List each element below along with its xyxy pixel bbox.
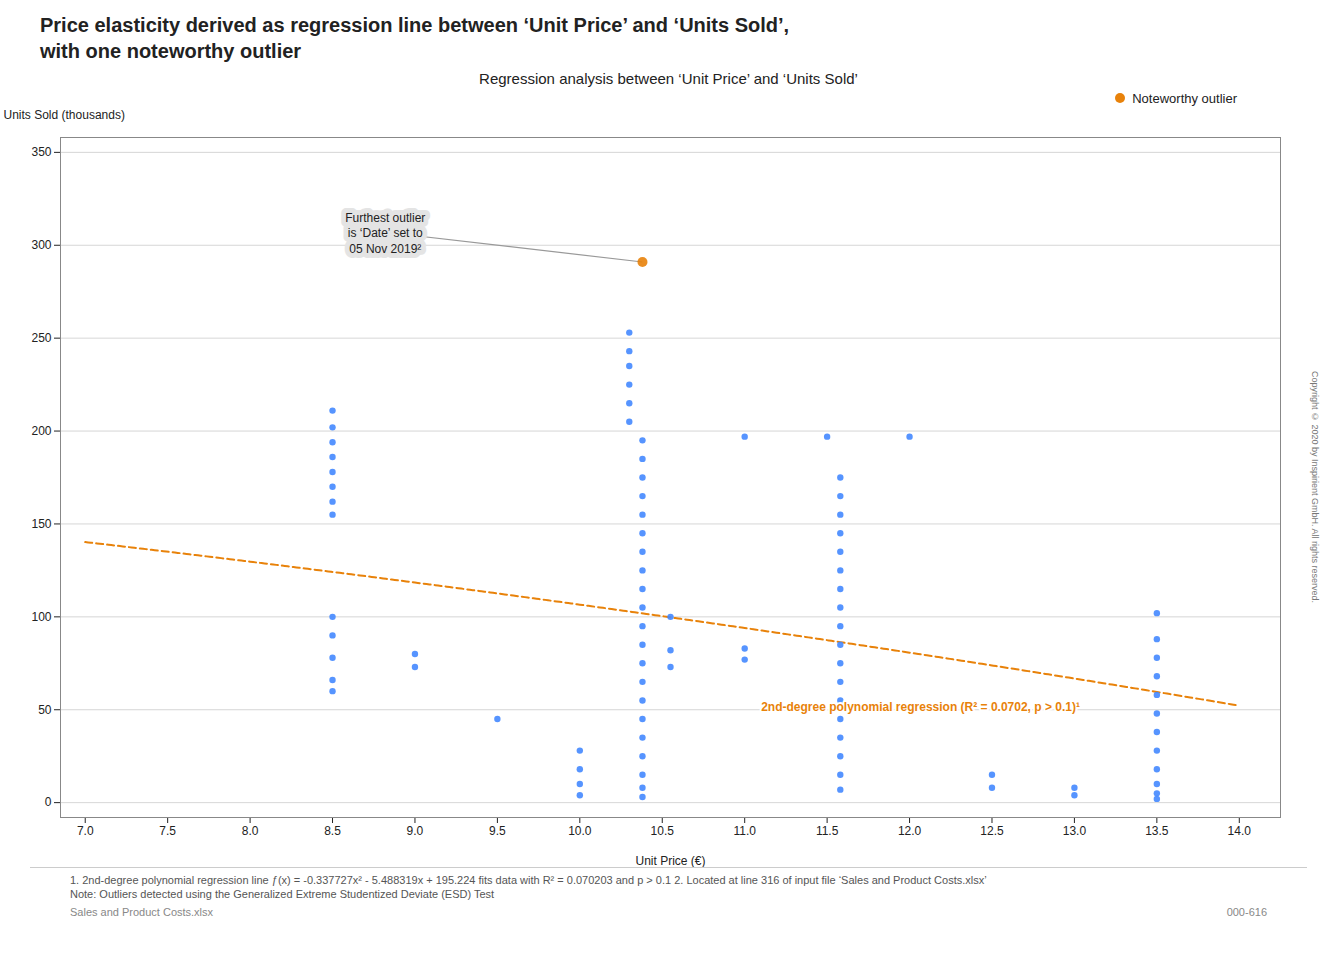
svg-text:300: 300 [31, 238, 51, 252]
svg-text:150: 150 [31, 517, 51, 531]
svg-text:250: 250 [31, 331, 51, 345]
svg-text:0: 0 [45, 795, 52, 809]
html-text:Sales and Product Costs.xlsx: Sales and Product Costs.xlsx [70, 906, 214, 918]
svg-text:14.0: 14.0 [1228, 824, 1252, 838]
svg-text:10.5: 10.5 [651, 824, 675, 838]
html-text:1. 2nd-degree polynomial regre: 1. 2nd-degree polynomial regression line… [70, 874, 987, 886]
svg-text:11.5: 11.5 [816, 824, 839, 838]
svg-text:12.5: 12.5 [980, 824, 1004, 838]
html-text:Note: Outliers detected using: Note: Outliers detected using the Genera… [70, 888, 495, 900]
svg-text:2nd-degree polynomial regressi: 2nd-degree polynomial regression (R² = 0… [761, 700, 1080, 714]
svg-text:350: 350 [31, 145, 51, 159]
svg-text:200: 200 [31, 424, 51, 438]
svg-text:8.0: 8.0 [242, 824, 259, 838]
svg-text:50: 50 [38, 703, 52, 717]
svg-text:9.5: 9.5 [489, 824, 506, 838]
svg-text:7.5: 7.5 [159, 824, 176, 838]
html-text:Noteworthy outlier: Noteworthy outlier [1132, 90, 1237, 106]
html-text:Copyright © 2020 by Inspirient: Copyright © 2020 by Inspirient GmbH. All… [1310, 370, 1320, 603]
svg-text:9.0: 9.0 [407, 824, 424, 838]
svg-text:11.0: 11.0 [733, 824, 756, 838]
svg-text:100: 100 [31, 610, 51, 624]
svg-text:12.0: 12.0 [898, 824, 922, 838]
svg-text:13.5: 13.5 [1145, 824, 1169, 838]
svg-text:8.5: 8.5 [324, 824, 341, 838]
svg-text:10.0: 10.0 [568, 824, 592, 838]
html-text:Price elasticity derived as re: Price elasticity derived as regression l… [40, 14, 790, 62]
html-text:000-616: 000-616 [1226, 906, 1267, 918]
html-text:Regression analysis between ‘U: Regression analysis between ‘Unit Price’… [479, 70, 858, 87]
svg-text:Units Sold (thousands): Units Sold (thousands) [4, 108, 125, 122]
svg-text:7.0: 7.0 [77, 824, 94, 838]
svg-text:Unit Price (€): Unit Price (€) [635, 854, 705, 868]
svg-text:Furthest outlieris ‘Date’ set: Furthest outlieris ‘Date’ set to05 Nov 2… [345, 211, 425, 256]
svg-text:13.0: 13.0 [1063, 824, 1087, 838]
